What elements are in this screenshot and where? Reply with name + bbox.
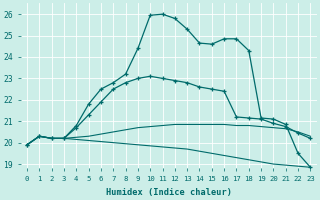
- X-axis label: Humidex (Indice chaleur): Humidex (Indice chaleur): [106, 188, 232, 197]
